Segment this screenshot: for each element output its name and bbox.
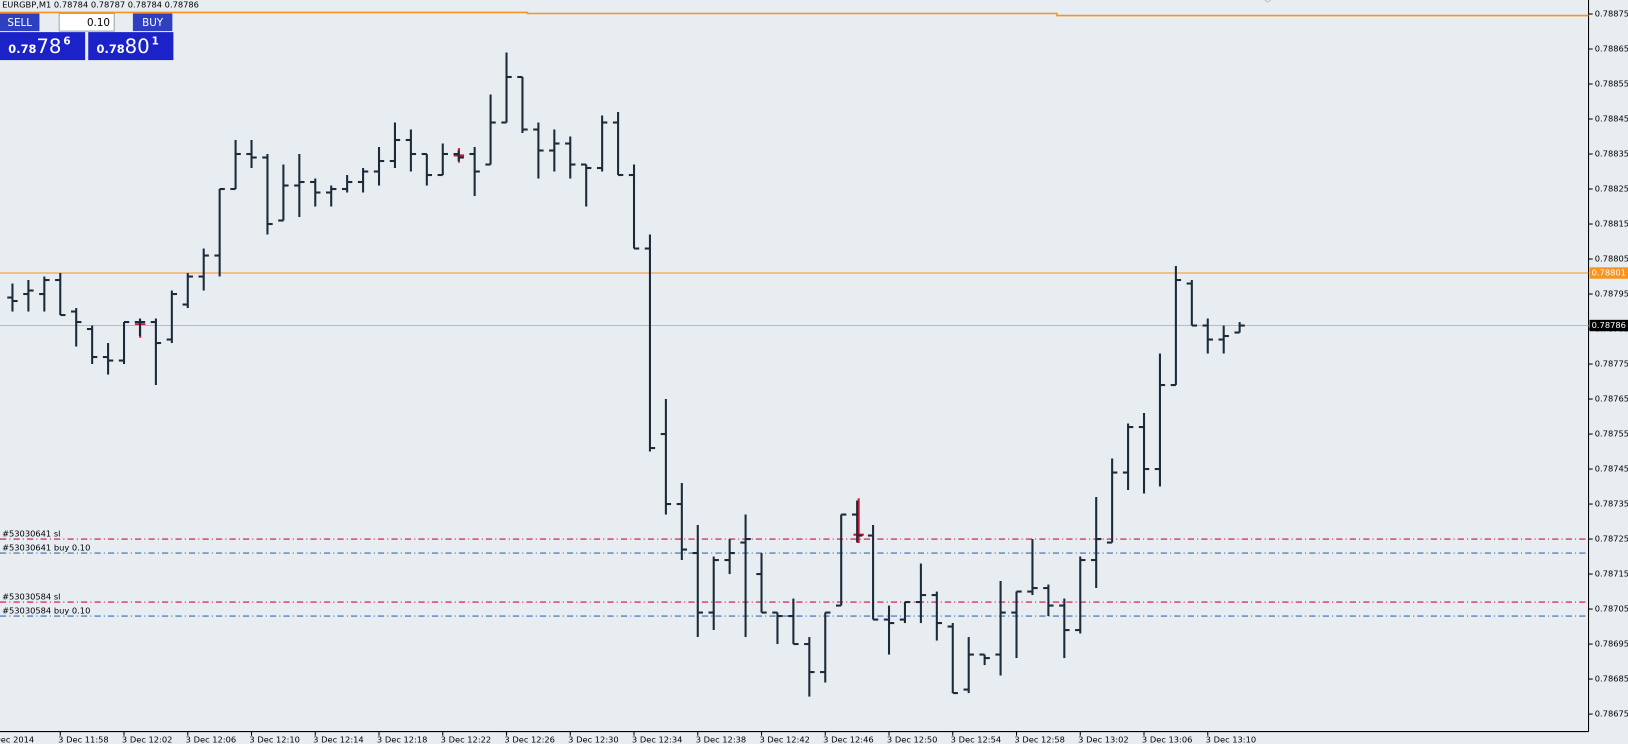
indicator-line	[0, 11, 1589, 17]
ask-main: 80	[125, 35, 150, 58]
sell-label[interactable]: SELL	[7, 17, 32, 29]
buy-button[interactable]	[132, 13, 173, 32]
x-tick-label: 3 Dec 12:30	[568, 734, 618, 744]
symbol-line: EURGBP,M1 0.78784 0.78787 0.78784 0.7878…	[2, 0, 199, 10]
buy-label[interactable]: BUY	[142, 17, 164, 29]
lot-value[interactable]: 0.10	[87, 17, 110, 29]
x-tick-label: 3 Dec 12:34	[632, 734, 682, 744]
x-tick-label: 3 Dec 12:26	[504, 734, 554, 744]
y-tick-label: 0.78675	[1595, 709, 1628, 719]
y-tick-label: 0.78735	[1595, 499, 1628, 509]
x-tick-label: 3 Dec 12:38	[696, 734, 746, 744]
y-tick-label: 0.78695	[1595, 639, 1628, 649]
x-tick-label: 3 Dec 12:10	[249, 734, 299, 744]
x-tick-label: 3 Dec 12:54	[951, 734, 1001, 744]
x-tick-label: 3 Dec 12:06	[186, 734, 236, 744]
price-label-box	[1589, 267, 1628, 279]
x-tick-label: 3 Dec 11:58	[58, 734, 108, 744]
order-label: #53030584 buy 0.10	[2, 605, 90, 615]
x-tick-label: 3 Dec 13:02	[1078, 734, 1128, 744]
x-tick-label: 3 Dec 12:02	[122, 734, 172, 744]
ask-big: 0.78	[97, 42, 125, 56]
x-tick-label: 3 Dec 12:14	[313, 734, 363, 744]
price-label: 0.78801	[1592, 268, 1626, 278]
bid-big: 0.78	[8, 42, 36, 56]
y-tick-label: 0.78835	[1595, 149, 1628, 159]
scroll-marker	[1264, 0, 1272, 3]
y-tick-label: 0.78875	[1595, 9, 1628, 19]
order-label: #53030641 buy 0.10	[2, 542, 90, 552]
sell-button[interactable]	[0, 13, 40, 32]
y-tick-label: 0.78825	[1595, 184, 1628, 194]
y-tick-label: 0.78815	[1595, 219, 1628, 229]
y-tick-label: 0.78715	[1595, 569, 1628, 579]
x-tick-label: 3 Dec 13:06	[1142, 734, 1192, 744]
bid-main: 78	[36, 35, 61, 58]
date-label: 3 Dec 2014	[0, 734, 34, 744]
y-tick-label: 0.78845	[1595, 114, 1628, 124]
price-label: 0.78786	[1592, 320, 1626, 330]
y-tick-label: 0.78765	[1595, 394, 1628, 404]
x-tick-label: 3 Dec 12:58	[1014, 734, 1064, 744]
y-tick-label: 0.78685	[1595, 674, 1628, 684]
order-label: #53030584 sl	[2, 591, 60, 601]
x-tick-label: 3 Dec 12:18	[377, 734, 427, 744]
price-label-box	[1589, 319, 1628, 332]
y-tick-label: 0.78705	[1595, 604, 1628, 614]
y-tick-label: 0.78805	[1595, 254, 1628, 264]
x-tick-label: 3 Dec 13:10	[1206, 734, 1256, 744]
y-tick-label: 0.78745	[1595, 464, 1628, 474]
y-tick-label: 0.78795	[1595, 289, 1628, 299]
x-tick-label: 3 Dec 12:22	[441, 734, 491, 744]
lot-input[interactable]	[58, 12, 115, 32]
x-tick-label: 3 Dec 12:46	[823, 734, 873, 744]
y-tick-label: 0.78775	[1595, 359, 1628, 369]
order-label: #53030641 sl	[2, 528, 60, 538]
x-tick-label: 3 Dec 12:42	[759, 734, 809, 744]
bid-box[interactable]	[0, 32, 86, 61]
y-tick-label: 0.78865	[1595, 44, 1628, 54]
one-click-panel: SELL 0.10 BUY 0.78 78 6 0.78 80 1	[0, 12, 174, 61]
y-tick-label: 0.78855	[1595, 79, 1628, 89]
ask-box[interactable]	[88, 32, 174, 61]
y-tick-label: 0.78725	[1595, 534, 1628, 544]
ask-small: 1	[152, 35, 159, 47]
y-tick-label: 0.78755	[1595, 429, 1628, 439]
x-tick-label: 3 Dec 12:50	[887, 734, 937, 744]
bid-small: 6	[63, 35, 70, 47]
